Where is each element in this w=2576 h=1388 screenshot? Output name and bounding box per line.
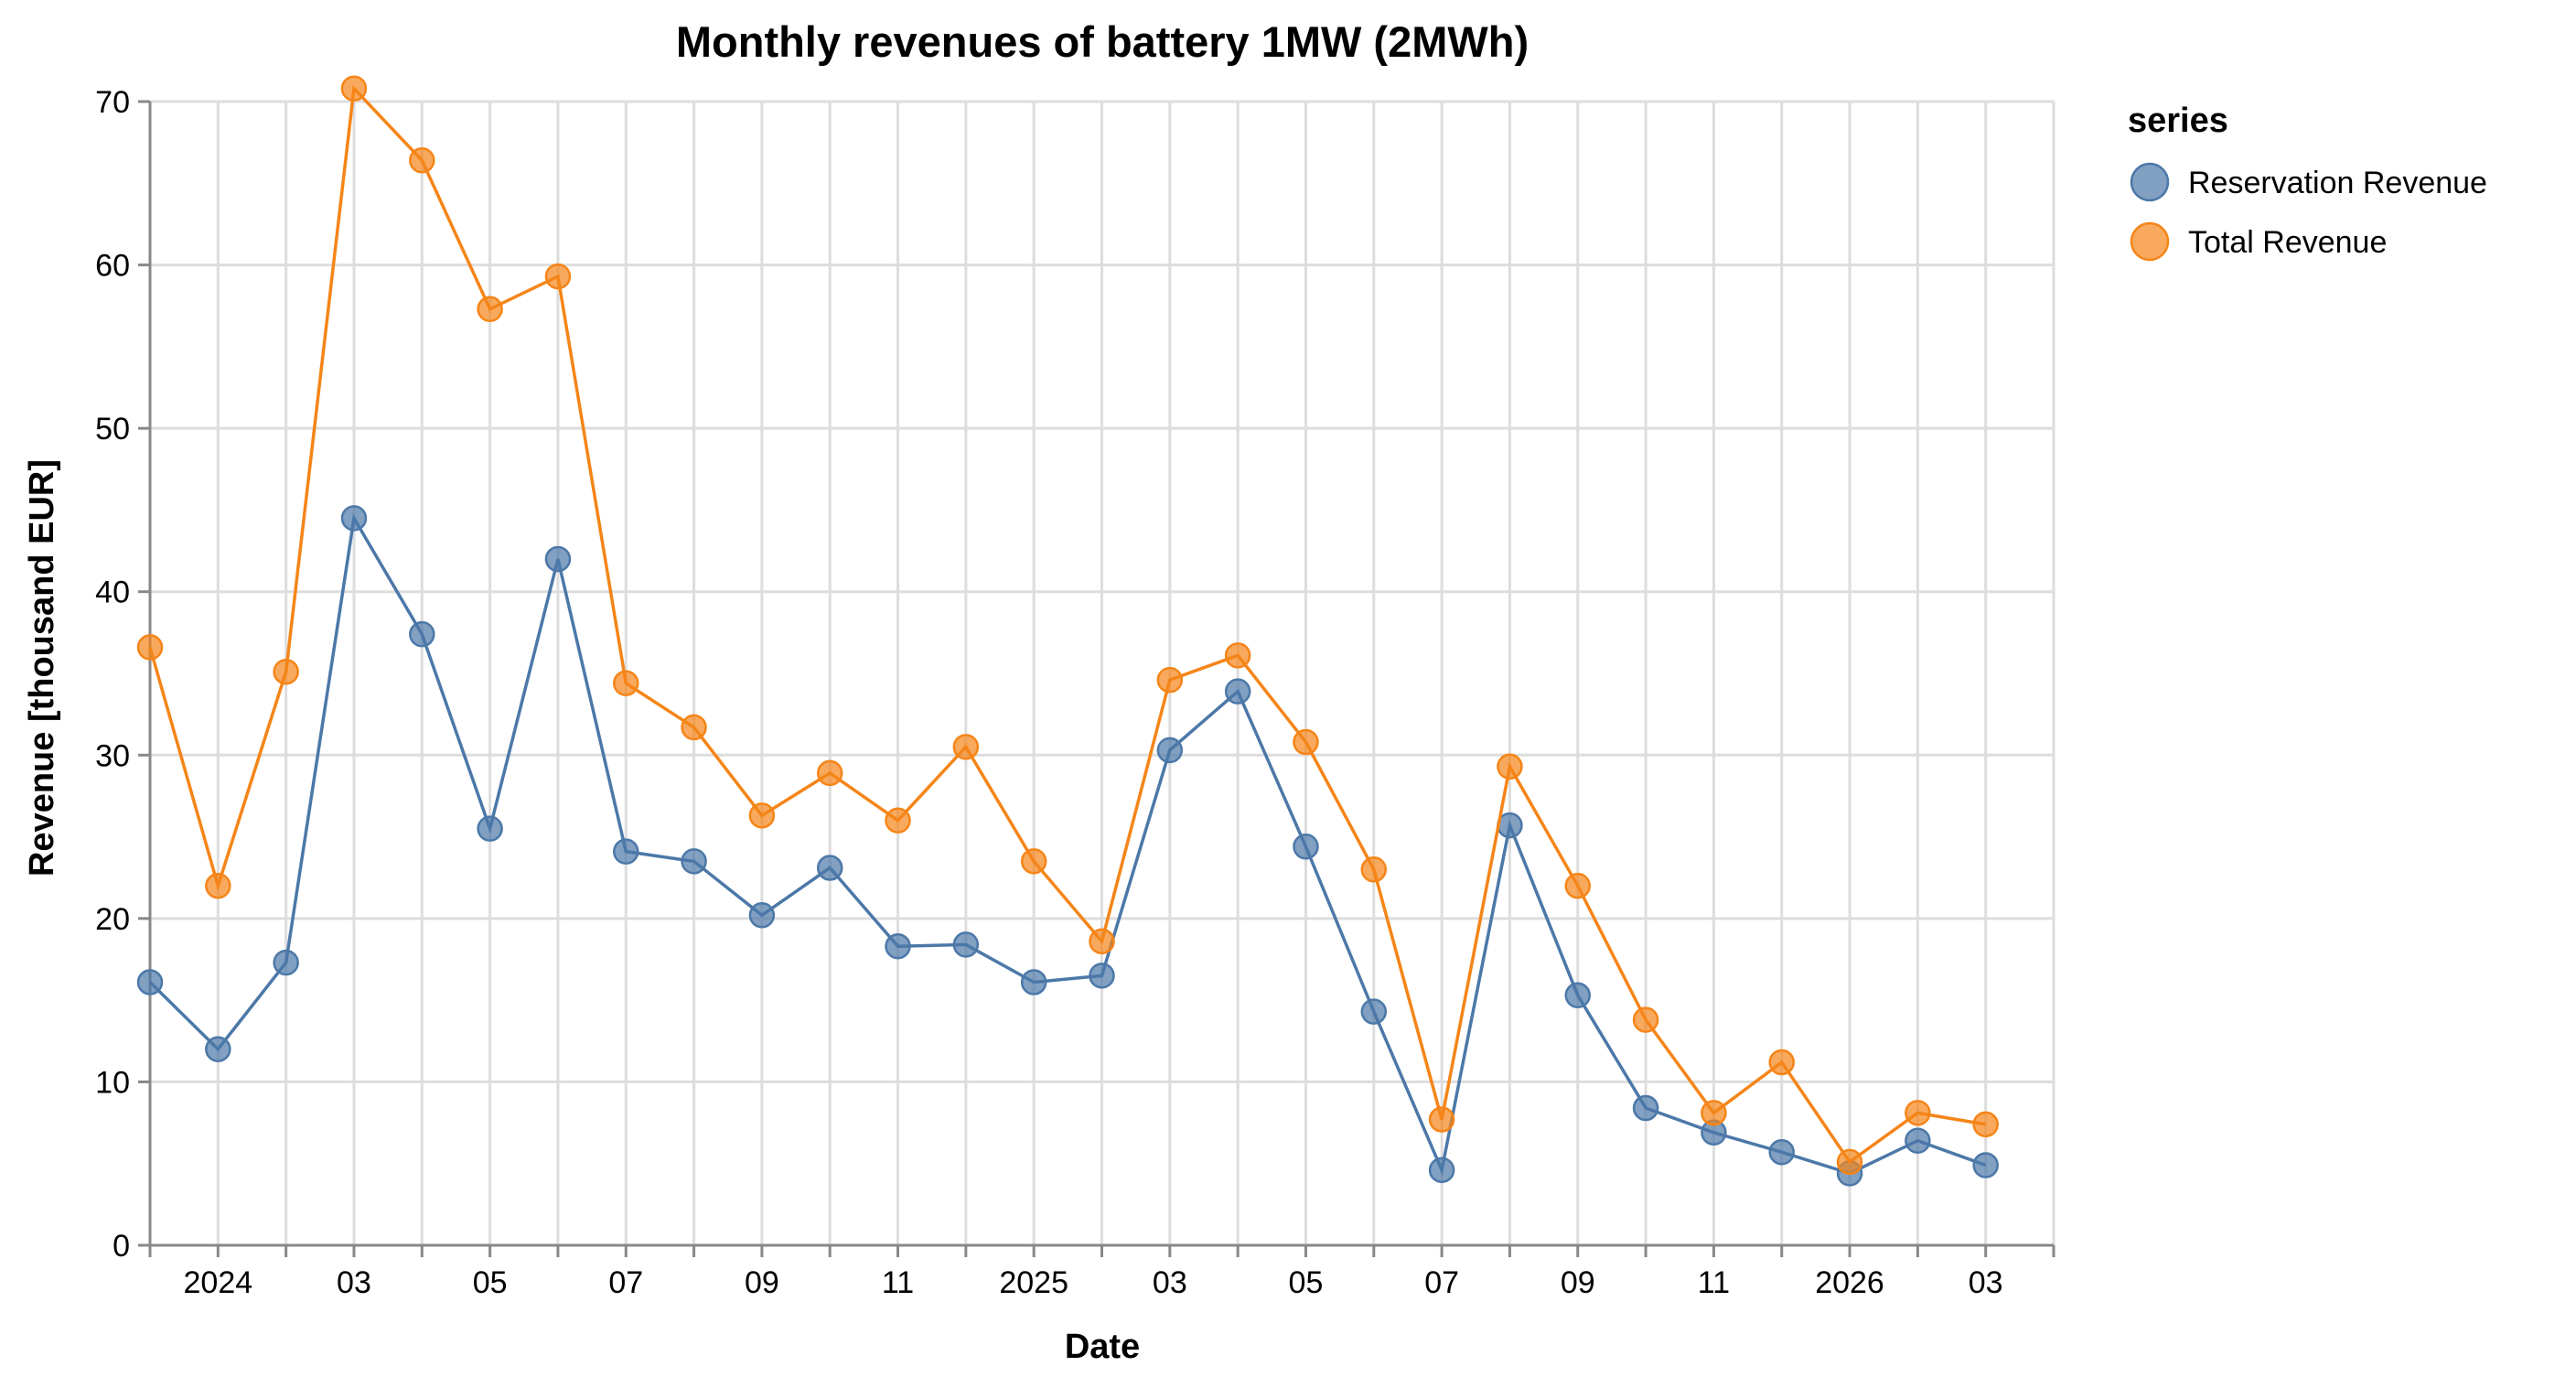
- x-tick-label: 07: [608, 1265, 643, 1300]
- data-point: [1089, 963, 1115, 989]
- chart-title: Monthly revenues of battery 1MW (2MWh): [676, 17, 1529, 66]
- data-point: [952, 734, 980, 760]
- data-point: [1089, 928, 1115, 955]
- data-point: [681, 848, 707, 875]
- series-layer: [136, 75, 1999, 1187]
- data-point: [816, 855, 843, 881]
- data-point: [136, 634, 164, 661]
- chart-axes: 0 10 20 30 40 50 60 70 2024 03 05 07 09 11 2025 03 05 07 0…: [95, 85, 2055, 1300]
- data-point: [1156, 737, 1184, 764]
- x-tick-label: 2026: [1815, 1265, 1884, 1300]
- legend-label: Total Revenue: [2188, 225, 2387, 260]
- data-point: [1632, 1094, 1659, 1122]
- data-point: [477, 296, 503, 323]
- data-point: [1768, 1138, 1795, 1166]
- data-point: [205, 1036, 231, 1062]
- data-point: [748, 802, 776, 829]
- data-point: [340, 505, 368, 532]
- legend-symbol: [2130, 221, 2170, 262]
- x-tick-label: 07: [1424, 1265, 1459, 1300]
- data-point: [544, 263, 572, 290]
- data-point: [1224, 678, 1251, 705]
- data-point: [273, 949, 299, 976]
- data-point: [1360, 998, 1388, 1025]
- data-point: [1972, 1111, 1999, 1138]
- series-line: [148, 84, 1986, 1165]
- data-point: [409, 620, 435, 648]
- data-point: [1701, 1100, 1727, 1126]
- y-tick-label: 40: [95, 576, 130, 610]
- data-point: [544, 545, 572, 573]
- x-tick-label: 11: [882, 1265, 914, 1300]
- data-point: [409, 147, 435, 174]
- data-point: [885, 932, 911, 960]
- y-tick-label: 50: [95, 412, 130, 447]
- y-tick-label: 20: [95, 902, 130, 937]
- data-point: [273, 658, 299, 685]
- data-point: [205, 872, 231, 899]
- data-point: [1905, 1127, 1931, 1154]
- series-line: [148, 513, 1987, 1176]
- data-point: [1905, 1100, 1931, 1126]
- data-point: [1156, 666, 1184, 694]
- y-tick-label: 10: [95, 1065, 130, 1100]
- data-point: [613, 670, 639, 696]
- data-point: [477, 815, 503, 842]
- data-point: [1564, 982, 1591, 1009]
- x-tick-label: 03: [1153, 1265, 1187, 1300]
- data-point: [1293, 834, 1319, 860]
- data-point: [885, 807, 911, 834]
- x-tick-label: 2024: [184, 1265, 253, 1300]
- y-tick-label: 60: [95, 249, 130, 284]
- y-tick-label: 0: [113, 1229, 130, 1264]
- legend-title: series: [2128, 102, 2228, 140]
- x-tick-label: 2025: [999, 1265, 1068, 1300]
- data-point: [1497, 753, 1523, 780]
- x-tick-label: 09: [1561, 1265, 1595, 1300]
- data-point: [613, 838, 639, 865]
- x-axis-title: Date: [1065, 1328, 1140, 1366]
- data-point: [1360, 856, 1388, 883]
- data-point: [1293, 728, 1319, 756]
- x-tick-label: 05: [473, 1265, 508, 1300]
- data-point: [340, 75, 368, 102]
- data-point: [1428, 1106, 1455, 1133]
- x-tick-label: 11: [1698, 1265, 1730, 1300]
- legend-label: Reservation Revenue: [2188, 166, 2487, 200]
- y-tick-label: 70: [95, 85, 130, 120]
- data-point: [952, 931, 980, 958]
- data-point: [136, 969, 164, 995]
- data-point: [1224, 642, 1251, 669]
- x-tick-label: 05: [1289, 1265, 1324, 1300]
- x-tick-label: 03: [337, 1265, 371, 1300]
- data-point: [816, 759, 843, 787]
- data-point: [1020, 848, 1047, 875]
- chart-legend: series Reservation Revenue Total Revenue: [2128, 102, 2487, 262]
- data-point: [1564, 872, 1591, 899]
- data-point: [1632, 1006, 1659, 1033]
- y-tick-label: 30: [95, 738, 130, 773]
- data-point: [1836, 1148, 1863, 1176]
- data-point: [748, 902, 776, 929]
- data-point: [1768, 1049, 1795, 1076]
- data-point: [1020, 969, 1047, 995]
- x-tick-label: 03: [1969, 1265, 2003, 1300]
- legend-symbol: [2130, 162, 2170, 202]
- data-point: [681, 714, 707, 741]
- data-point: [1972, 1152, 1999, 1178]
- data-point: [1428, 1157, 1455, 1184]
- y-axis-title: Revenue [thousand EUR]: [23, 459, 61, 877]
- chart-grid: [148, 100, 2055, 1247]
- x-tick-label: 09: [745, 1265, 779, 1300]
